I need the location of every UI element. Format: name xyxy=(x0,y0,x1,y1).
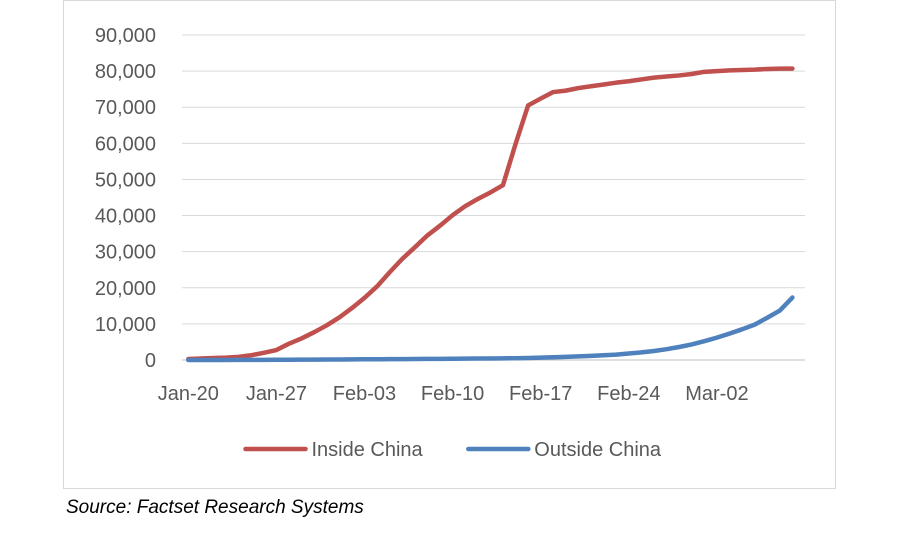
chart-frame: 0 10,000 20,000 30,000 40,000 50,000 60,000 70,… xyxy=(63,0,836,489)
legend-label: Outside China xyxy=(534,439,662,461)
axes: 0 10,000 20,000 30,000 40,000 50,000 60,000 70,… xyxy=(95,25,805,405)
legend-label: Inside China xyxy=(312,439,424,461)
y-tick-label: 0 xyxy=(145,350,156,372)
x-tick-label: Jan-20 xyxy=(158,383,219,405)
legend: Inside China Outside China xyxy=(243,439,662,461)
series-line-inside-china xyxy=(186,66,795,362)
x-tick-label: Feb-10 xyxy=(421,383,484,405)
y-tick-label: 70,000 xyxy=(95,97,156,119)
chart-svg: 0 10,000 20,000 30,000 40,000 50,000 60,000 70,… xyxy=(95,25,805,461)
x-tick-label: Jan-27 xyxy=(246,383,307,405)
y-tick-label: 40,000 xyxy=(95,206,156,228)
y-tick-label: 50,000 xyxy=(95,169,156,191)
series-lines xyxy=(186,66,795,363)
legend-item: Inside China xyxy=(243,439,424,461)
source-note: Source: Factset Research Systems xyxy=(66,497,364,518)
x-tick-label: Feb-17 xyxy=(509,383,572,405)
legend-item: Outside China xyxy=(466,439,662,461)
y-tick-label: 20,000 xyxy=(95,278,156,300)
y-tick-label: 30,000 xyxy=(95,242,156,264)
x-tick-label: Mar-02 xyxy=(685,383,748,405)
y-tick-label: 90,000 xyxy=(95,25,156,47)
grid-lines xyxy=(182,34,805,325)
x-tick-label: Feb-24 xyxy=(597,383,660,405)
series-line-outside-china xyxy=(186,295,795,363)
y-tick-label: 60,000 xyxy=(95,133,156,155)
y-tick-label: 10,000 xyxy=(95,314,156,336)
x-tick-label: Feb-03 xyxy=(333,383,396,405)
y-tick-label: 80,000 xyxy=(95,61,156,83)
